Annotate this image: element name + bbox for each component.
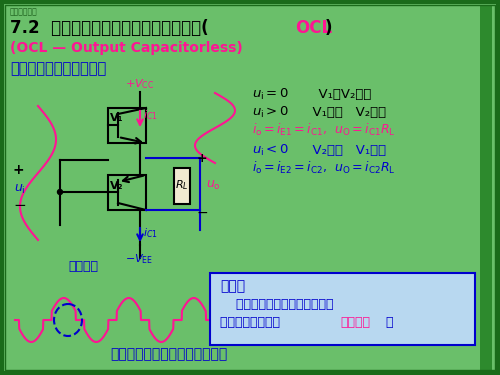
Text: $u_{\rm o}$: $u_{\rm o}$ bbox=[206, 179, 221, 192]
Bar bbox=[108, 108, 146, 143]
Text: −: − bbox=[13, 198, 26, 213]
Text: $u_{\rm i}<0$: $u_{\rm i}<0$ bbox=[252, 143, 289, 158]
Text: $+V_{\rm CC}$: $+V_{\rm CC}$ bbox=[125, 77, 154, 91]
Text: 交越失真: 交越失真 bbox=[340, 316, 370, 329]
Text: 7.2  乙类双电源互补对称功率放大电路(: 7.2 乙类双电源互补对称功率放大电路( bbox=[10, 19, 208, 37]
Text: 模拟电子技术: 模拟电子技术 bbox=[10, 7, 38, 16]
Text: +: + bbox=[197, 152, 207, 165]
Bar bbox=[108, 175, 146, 210]
Text: 输入信号幅度越小失真越明显。: 输入信号幅度越小失真越明显。 bbox=[110, 347, 227, 361]
Text: 三极管截止，引起: 三极管截止，引起 bbox=[220, 316, 284, 329]
Text: $-V_{\rm EE}$: $-V_{\rm EE}$ bbox=[125, 252, 153, 266]
Text: $i_{C1}$: $i_{C1}$ bbox=[143, 108, 158, 122]
Text: OCL: OCL bbox=[295, 19, 332, 37]
Text: $R_L$: $R_L$ bbox=[175, 178, 188, 192]
Text: +: + bbox=[13, 163, 24, 177]
Text: 。: 。 bbox=[385, 316, 392, 329]
Text: $i_{\rm o}=i_{\rm E1}=i_{\rm C1}$,  $u_{\rm O}=i_{\rm C1}R_{\rm L}$: $i_{\rm o}=i_{\rm E1}=i_{\rm C1}$, $u_{\… bbox=[252, 122, 396, 138]
Text: $i_{C1}$: $i_{C1}$ bbox=[143, 226, 158, 240]
Text: 当输入电压小于死区电压时，: 当输入电压小于死区电压时， bbox=[220, 298, 334, 311]
Text: 问题：: 问题： bbox=[220, 279, 245, 293]
Text: 交越失真: 交越失真 bbox=[68, 260, 98, 273]
Bar bbox=[174, 168, 190, 204]
Text: −: − bbox=[197, 206, 208, 220]
Text: V₂: V₂ bbox=[110, 181, 124, 191]
Text: $u_{\rm i}$: $u_{\rm i}$ bbox=[14, 183, 26, 196]
Text: (OCL — Output Capacitorless): (OCL — Output Capacitorless) bbox=[10, 41, 243, 55]
Text: V₁导通   V₂截止: V₁导通 V₂截止 bbox=[304, 106, 386, 119]
Text: V₁、V₂截止: V₁、V₂截止 bbox=[310, 88, 372, 101]
Text: 一、电路组成及工作原理: 一、电路组成及工作原理 bbox=[10, 61, 106, 76]
Text: V₂导通   V₁截止: V₂导通 V₁截止 bbox=[304, 144, 386, 157]
Text: ): ) bbox=[325, 19, 332, 37]
Text: $u_{\rm i}=0$: $u_{\rm i}=0$ bbox=[252, 87, 289, 102]
Text: $u_{\rm i}>0$: $u_{\rm i}>0$ bbox=[252, 105, 289, 120]
Bar bbox=[210, 273, 475, 345]
Circle shape bbox=[58, 189, 62, 195]
Bar bbox=[480, 5, 492, 370]
Text: V₁: V₁ bbox=[110, 113, 124, 123]
Text: $i_{\rm o}=i_{\rm E2}=i_{\rm C2}$,  $u_{\rm O}=i_{\rm C2}R_{\rm L}$: $i_{\rm o}=i_{\rm E2}=i_{\rm C2}$, $u_{\… bbox=[252, 160, 396, 176]
